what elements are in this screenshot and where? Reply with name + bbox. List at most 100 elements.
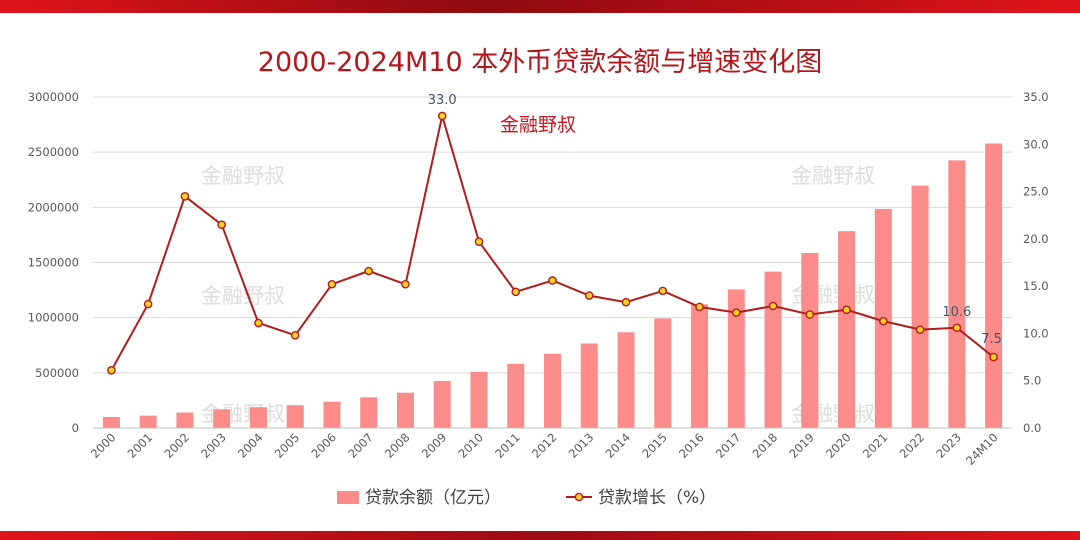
loan-balance-bar <box>249 407 267 428</box>
loan-balance-bar <box>838 231 856 428</box>
loan-balance-bar <box>617 332 635 428</box>
x-tick-label: 2001 <box>125 430 156 461</box>
loan-balance-bar <box>911 185 929 428</box>
loan-balance-bar <box>727 289 745 428</box>
x-tick-label: 2016 <box>676 430 707 461</box>
loan-balance-bar <box>654 318 672 428</box>
y-right-tick-label: 35.0 <box>1023 90 1049 104</box>
top-frame-band <box>0 0 1080 13</box>
loan-growth-point <box>254 318 263 328</box>
loan-balance-bar <box>691 304 709 428</box>
x-tick-label: 2013 <box>566 430 597 461</box>
loan-growth-line <box>110 115 995 371</box>
x-tick-label: 2002 <box>161 430 192 461</box>
loan-growth-point <box>107 366 116 375</box>
x-tick-label: 2021 <box>860 430 891 461</box>
y-left-tick-label: 1000000 <box>28 311 79 325</box>
loan-balance-bar <box>176 412 194 428</box>
x-tick-label: 2008 <box>382 430 413 461</box>
y-right-tick-label: 20.0 <box>1023 232 1049 246</box>
data-label: 10.6 <box>942 305 971 320</box>
y-right-tick-label: 30.0 <box>1023 137 1049 151</box>
loan-balance-bar <box>985 143 1003 429</box>
loan-growth-point <box>842 305 851 315</box>
loan-growth-point <box>805 310 815 319</box>
loan-growth-point <box>290 331 300 340</box>
x-tick-label: 2023 <box>933 430 964 461</box>
x-tick-label: 24M10 <box>963 430 1001 468</box>
loan-balance-bar <box>323 401 341 428</box>
loan-growth-point <box>584 291 594 300</box>
loan-growth-point <box>180 191 190 201</box>
loan-balance-bar <box>470 371 488 428</box>
loan-growth-point <box>548 276 557 285</box>
x-tick-label: 2015 <box>639 430 670 461</box>
loan-growth-point <box>511 287 521 297</box>
x-tick-label: 2009 <box>419 430 450 461</box>
line-series <box>107 111 998 375</box>
x-tick-label: 2018 <box>750 430 781 461</box>
x-tick-label: 2006 <box>308 430 339 461</box>
x-tick-label: 2007 <box>345 430 376 461</box>
watermark-text: 金融野叔 <box>201 164 285 188</box>
data-label: 33.0 <box>428 93 457 108</box>
annotations: 33.0 10.6 7.5 <box>428 93 1002 347</box>
legend-line-label: 贷款增长（%） <box>598 488 716 508</box>
loan-growth-point <box>768 301 778 311</box>
loan-growth-point <box>915 325 925 334</box>
watermark-text: 金融野叔 <box>791 164 875 188</box>
x-tick-label: 2003 <box>198 430 229 461</box>
loan-growth-point <box>143 299 153 309</box>
x-tick-label: 2005 <box>272 430 303 461</box>
loan-growth-point <box>474 237 484 246</box>
loan-balance-bar <box>102 417 120 428</box>
x-tick-label: 2022 <box>897 430 928 461</box>
gridlines <box>93 96 1012 374</box>
loan-growth-point <box>952 323 962 333</box>
loan-growth-point <box>217 220 226 229</box>
loan-balance-bar <box>139 415 157 428</box>
x-tick-label: 2020 <box>823 430 854 461</box>
loan-growth-point <box>401 279 410 289</box>
loan-growth-point <box>437 111 447 121</box>
loan-balance-bar <box>580 343 598 428</box>
x-tick-label: 2000 <box>88 430 119 461</box>
x-tick-label: 2019 <box>786 430 817 461</box>
x-tick-label: 2017 <box>713 430 744 461</box>
loan-balance-bar <box>544 353 561 428</box>
axes: 0 500000 1000000 1500000 2000000 2500000 30000… <box>28 90 1049 468</box>
y-right-tick-label: 0.0 <box>1023 421 1041 435</box>
legend-line-marker <box>574 492 584 502</box>
chart-title: 2000-2024M10 本外币贷款余额与增速变化图 <box>258 47 822 78</box>
y-left-tick-label: 0 <box>72 421 79 435</box>
loan-balance-bar <box>764 271 782 428</box>
loan-growth-point <box>621 297 631 307</box>
loan-growth-point <box>658 286 668 296</box>
loan-balance-bar <box>433 381 451 428</box>
x-tick-label: 2010 <box>455 430 486 461</box>
y-right-tick-label: 5.0 <box>1023 374 1041 388</box>
y-left-tick-label: 500000 <box>35 366 79 380</box>
loan-growth-point <box>695 302 704 312</box>
y-left-tick-label: 1500000 <box>28 256 79 270</box>
loan-balance-bar <box>213 409 231 428</box>
loan-balance-bar <box>286 405 304 428</box>
loan-growth-point <box>364 266 374 276</box>
loan-growth-point <box>879 316 888 326</box>
data-label: 7.5 <box>981 332 1002 347</box>
legend-bar-swatch <box>337 491 359 504</box>
y-left-tick-label: 2000000 <box>28 200 79 214</box>
watermark-text: 金融野叔 <box>201 284 285 308</box>
legend: 贷款余额（亿元） 贷款增长（%） <box>337 488 716 508</box>
x-tick-label: 2012 <box>529 430 560 461</box>
loan-growth-point <box>327 279 337 289</box>
x-tick-label: 2004 <box>235 430 266 461</box>
y-left-tick-label: 3000000 <box>28 90 79 104</box>
bottom-frame-band <box>0 531 1080 540</box>
y-left-tick-label: 2500000 <box>28 145 79 159</box>
x-tick-label: 2014 <box>603 430 634 461</box>
loan-balance-bar <box>801 253 819 428</box>
legend-bar-label: 贷款余额（亿元） <box>365 488 501 508</box>
